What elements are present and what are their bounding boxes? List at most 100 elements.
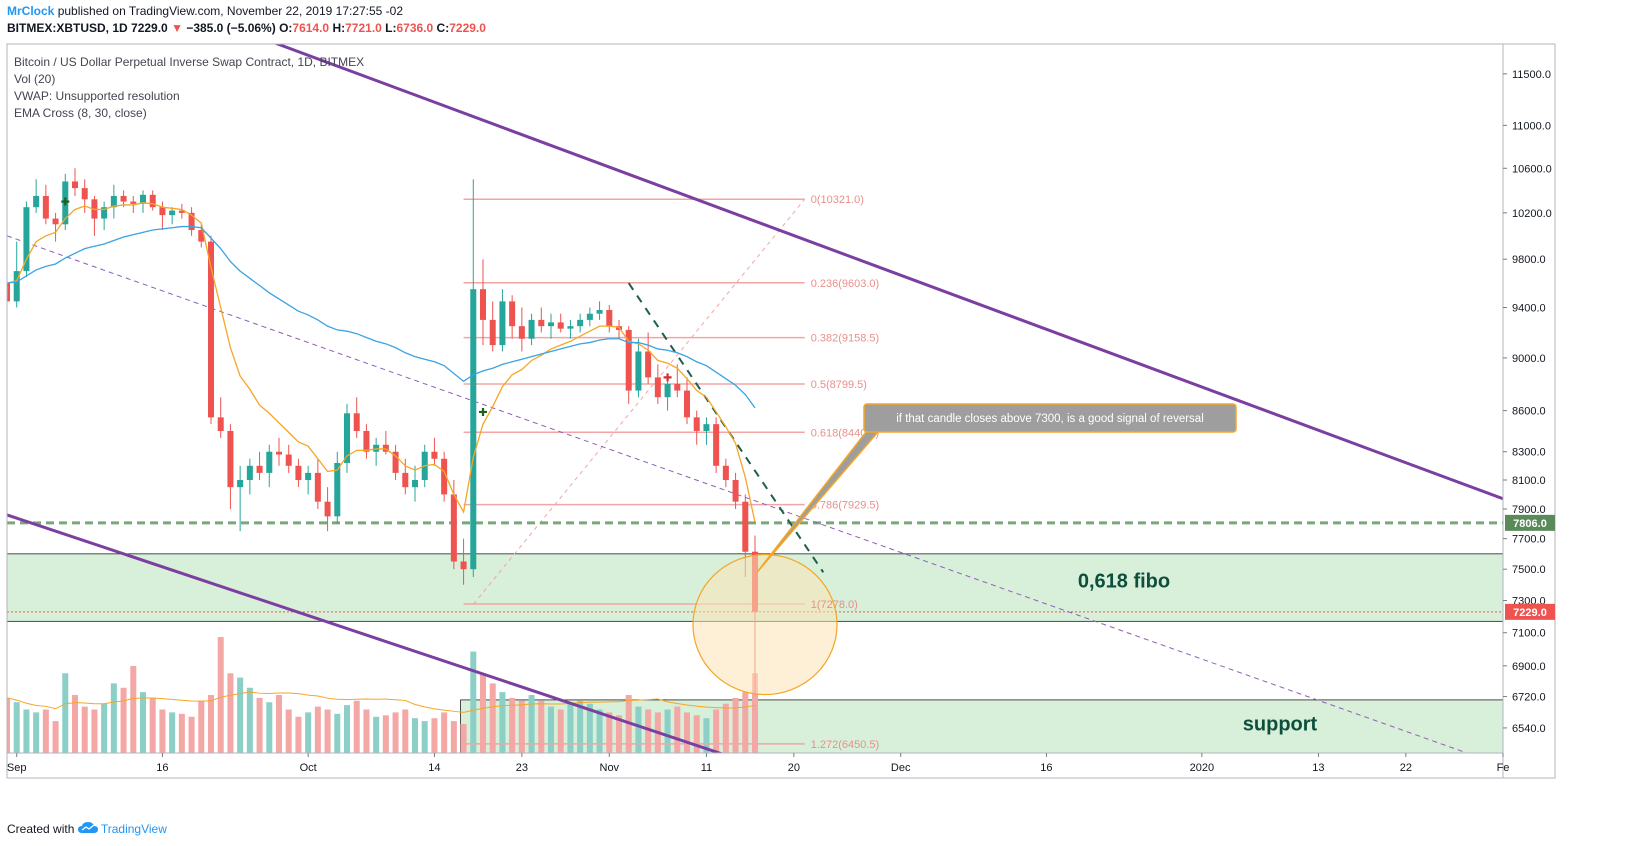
- volume-bar: [334, 713, 341, 753]
- candle-body: [411, 480, 419, 488]
- candle-body: [683, 390, 691, 418]
- volume-bar: [52, 721, 59, 753]
- x-tick-label: Dec: [891, 762, 911, 774]
- price-badge-label: 7806.0: [1513, 518, 1547, 530]
- candle-body: [256, 465, 263, 473]
- ohlc-close: 7229.0: [449, 21, 486, 35]
- candle-body: [674, 383, 681, 391]
- volume-bar: [120, 687, 127, 753]
- plot-area: [7, 44, 1503, 753]
- ohlc-high-label: H:: [332, 21, 346, 35]
- fib-label: 1(7278.0): [811, 599, 858, 611]
- y-tick-label: 6540.0: [1512, 723, 1546, 735]
- ema-cross-marker: [479, 407, 487, 416]
- x-tick-label: 16: [156, 762, 168, 774]
- candle-body: [693, 417, 700, 431]
- candle-body: [606, 309, 613, 327]
- legend-volume: Vol (20): [14, 72, 56, 86]
- candle-body: [392, 451, 399, 473]
- y-tick-label: 6900.0: [1512, 661, 1546, 673]
- volume-bar: [703, 718, 710, 753]
- volume-bar: [110, 683, 117, 753]
- volume-bar: [295, 716, 302, 753]
- candle-body: [557, 322, 564, 329]
- volume-bar: [615, 715, 623, 753]
- ohlc-open-label: O:: [279, 21, 293, 35]
- zone-label-support: support: [1243, 713, 1318, 735]
- volume-bar: [528, 695, 535, 753]
- volume-bar: [71, 695, 79, 753]
- footer-created: Created with: [7, 822, 75, 836]
- volume-bar: [402, 709, 409, 753]
- volume-bar: [518, 700, 525, 753]
- callout-pointer: [756, 431, 879, 573]
- candle-body: [217, 417, 224, 431]
- volume-bar: [237, 677, 244, 753]
- volume-bar: [373, 716, 380, 753]
- volume-bar: [470, 651, 477, 753]
- candle-body: [732, 480, 739, 502]
- candle-body: [509, 301, 516, 327]
- x-tick-label: Nov: [600, 762, 620, 774]
- volume-bar: [441, 712, 448, 753]
- volume-bar: [188, 716, 195, 753]
- volume-bar: [256, 697, 263, 753]
- volume-bar: [275, 695, 283, 753]
- footer-brand-link[interactable]: TradingView: [100, 822, 167, 836]
- volume-bar: [392, 712, 399, 753]
- x-tick-label: 23: [516, 762, 528, 774]
- volume-bar: [567, 703, 574, 753]
- ema-cross-marker: [61, 197, 70, 206]
- volume-bar: [324, 709, 331, 753]
- candle-body: [227, 430, 234, 488]
- x-tick-label: 14: [428, 762, 440, 774]
- y-tick-label: 7700.0: [1512, 534, 1546, 546]
- y-tick-label: 10200.0: [1512, 208, 1552, 220]
- volume-bar: [217, 637, 224, 753]
- candle-body: [169, 210, 176, 216]
- purple-dashed-trendline: [7, 235, 1469, 753]
- candle-body: [489, 319, 496, 346]
- candle-body: [499, 301, 506, 346]
- candle-body: [596, 309, 603, 314]
- candle-body: [528, 319, 535, 339]
- volume-ma-line: [7, 691, 756, 713]
- down-arrow-icon: ▼: [171, 21, 183, 35]
- candle-body: [7, 283, 11, 302]
- volume-bar: [606, 712, 613, 753]
- ohlc-close-label: C:: [436, 21, 450, 35]
- candle-body: [460, 561, 467, 570]
- price-badge: [1505, 514, 1555, 531]
- y-tick-label: 9400.0: [1512, 303, 1546, 315]
- author-link[interactable]: MrClock: [7, 4, 55, 18]
- ohlc-open: 7614.0: [292, 21, 330, 35]
- candle-body: [635, 351, 642, 391]
- candle-body: [645, 351, 652, 378]
- candle-body: [42, 195, 49, 219]
- y-tick-label: 7500.0: [1512, 564, 1546, 576]
- candle-body: [139, 194, 147, 204]
- callout-text: if that candle closes above 7300, is a g…: [896, 413, 1204, 425]
- volume-bar: [343, 705, 351, 753]
- fib-trend-line: [473, 198, 806, 605]
- descending-resistance-line: [627, 282, 825, 573]
- volume-bar: [577, 700, 584, 753]
- legend-title: Bitcoin / US Dollar Perpetual Inverse Sw…: [14, 55, 365, 69]
- y-tick-label: 7100.0: [1512, 628, 1546, 640]
- channel-lower-line: [7, 513, 724, 753]
- price-badge: [1505, 603, 1555, 620]
- candle-body: [431, 451, 438, 459]
- volume-bar: [353, 700, 360, 753]
- tradingview-cloud-icon: [77, 822, 98, 837]
- volume-bar: [207, 695, 215, 753]
- x-tick-label: Oct: [300, 762, 317, 774]
- y-tick-label: 6720.0: [1512, 691, 1546, 703]
- candle-body: [382, 444, 389, 452]
- y-tick-label: 9000.0: [1512, 353, 1546, 365]
- volume-bar: [547, 706, 555, 753]
- candle-body: [625, 329, 632, 391]
- candle-body: [237, 480, 244, 488]
- candle-body: [33, 195, 40, 208]
- y-tick-label: 9800.0: [1512, 254, 1546, 266]
